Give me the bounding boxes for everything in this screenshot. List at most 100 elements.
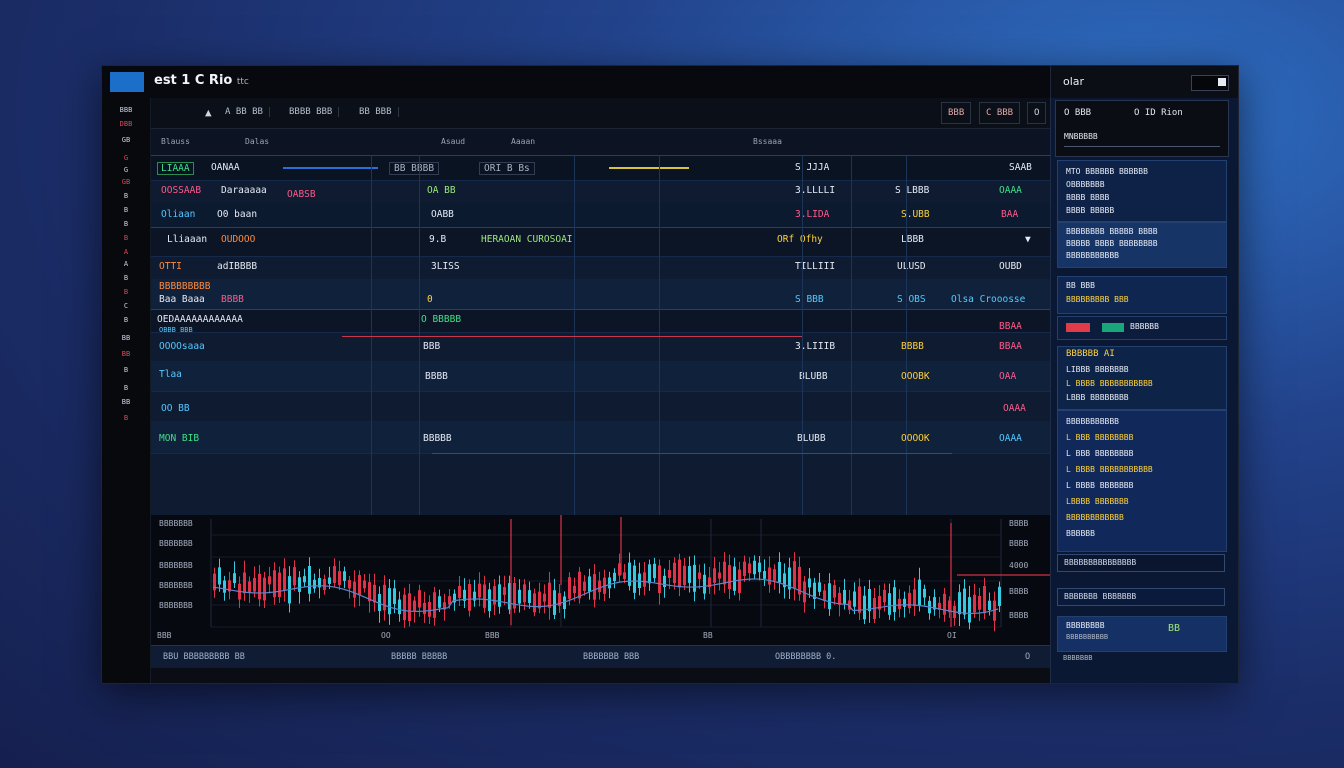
- table-row[interactable]: OEDAAAAAAAAAAAA O BBBBB OBBB BBB BBAA: [151, 309, 1050, 334]
- sidebar-item[interactable]: B: [123, 192, 129, 200]
- table-row[interactable]: Tlaa BBBB BLUBB OOOBK OAA: [151, 361, 1050, 392]
- info-block: BBBBBBBB BBBBBBBBBB BB: [1057, 616, 1227, 652]
- right-panel-subheader: MNBBBBB: [1055, 126, 1229, 157]
- candle: [878, 596, 881, 610]
- table-row[interactable]: LIAAA OANAA BB BBBB ORI B Bs S JJJA SAAB: [151, 155, 1050, 181]
- sidebar-item[interactable]: B: [123, 206, 129, 214]
- x-tick-label: OO: [381, 631, 391, 640]
- chart-left-label: BBBBBBB: [159, 539, 193, 548]
- toolbar-item[interactable]: BB BBB: [359, 107, 399, 117]
- candle: [423, 602, 426, 615]
- table-row[interactable]: OTTI adIBBBB 3LISS TILLIII ULUSD OUBD: [151, 255, 1050, 280]
- candle: [448, 596, 451, 605]
- table-row[interactable]: MON BIB BBBBB BLUBB OOOOK OAAA: [151, 421, 1050, 454]
- right-panel-tab[interactable]: O BBB: [1064, 108, 1092, 118]
- column-label[interactable]: Bssaaa: [753, 137, 782, 146]
- info-block: BBBBBBBB BBBBB BBBB BBBBB BBBB BBBBBBBB …: [1057, 222, 1227, 268]
- y-tick-label: 4000: [1009, 561, 1029, 570]
- panel-input[interactable]: BBBBBBB BBBBBBB: [1057, 588, 1225, 606]
- sidebar-item[interactable]: A: [123, 248, 129, 256]
- candlestick-chart[interactable]: [151, 515, 1050, 645]
- sidebar-item[interactable]: B: [123, 288, 129, 296]
- sidebar-item[interactable]: G: [123, 154, 129, 162]
- price-chart[interactable]: BBBBBBB BBBBBBB BBBBBBB BBBBBBB BBBBBBB …: [151, 515, 1050, 645]
- candle: [853, 591, 856, 607]
- candle: [848, 600, 851, 610]
- candle: [813, 582, 816, 599]
- toolbar-item[interactable]: BBBB BBB: [289, 107, 340, 117]
- candle: [318, 577, 321, 588]
- sidebar-item[interactable]: BB: [121, 334, 131, 342]
- info-block: BB BBB BBBBBBBBB BBB: [1057, 276, 1227, 314]
- table-row[interactable]: Lliaaan OUDOOO 9.B HERAOAN CUROSOAI ORf …: [151, 227, 1050, 257]
- table-row[interactable]: OO BB OAAA: [151, 391, 1050, 422]
- candle: [753, 560, 756, 575]
- candle: [933, 597, 936, 610]
- candle: [358, 575, 361, 596]
- right-title-bar: olar: [1050, 66, 1238, 98]
- candle: [548, 582, 551, 608]
- sidebar-item[interactable]: B: [123, 366, 129, 374]
- toolbar-button[interactable]: O: [1027, 102, 1047, 124]
- column-label[interactable]: Dalas: [245, 137, 270, 146]
- candle: [998, 586, 1001, 606]
- sidebar-item[interactable]: GB: [121, 178, 131, 186]
- table-row[interactable]: Oliaan O0 baan OABB 3.LIDA S.UBB BAA: [151, 203, 1050, 228]
- candle: [513, 582, 516, 609]
- sidebar-item[interactable]: B: [123, 234, 129, 242]
- candle: [393, 588, 396, 604]
- sidebar-item[interactable]: BB: [121, 350, 131, 358]
- toolbar-button[interactable]: BBB: [941, 102, 972, 124]
- right-panel-tab[interactable]: O ID Rion: [1134, 108, 1183, 118]
- sidebar-item[interactable]: DBB: [119, 120, 133, 128]
- table-row[interactable]: BBBBBBBBB Baa Baaa BBBB 0 S BBB S OBS Ol…: [151, 279, 1050, 310]
- column-header: Blauss Dalas Asaud Aaaan Bssaaa: [151, 129, 1050, 155]
- sidebar-item[interactable]: B: [123, 220, 129, 228]
- candle: [808, 578, 811, 588]
- candle: [528, 590, 531, 603]
- sidebar-item[interactable]: A: [123, 260, 129, 268]
- candle: [688, 566, 691, 583]
- candle: [838, 592, 841, 605]
- toolbar-button[interactable]: C BBB: [979, 102, 1021, 124]
- warning-icon[interactable]: ▲: [205, 106, 212, 119]
- candle: [703, 574, 706, 594]
- trading-window: est 1 C Rio ttc olar BBB DBB GB G G GB B B B B A A B…: [101, 65, 1239, 684]
- candle: [643, 572, 646, 587]
- candle: [588, 576, 591, 592]
- candle: [578, 571, 581, 599]
- sidebar-item[interactable]: B: [123, 316, 129, 324]
- column-label[interactable]: Aaaan: [511, 137, 536, 146]
- sidebar-item[interactable]: BBB: [119, 106, 133, 114]
- sidebar-item[interactable]: B: [123, 384, 129, 392]
- candle: [463, 589, 466, 601]
- candle: [433, 592, 436, 618]
- column-label[interactable]: Blauss: [161, 137, 190, 146]
- sidebar-item[interactable]: B: [123, 274, 129, 282]
- candle: [368, 582, 371, 602]
- status-item[interactable]: O: [1025, 652, 1031, 662]
- toggle-switch[interactable]: [1191, 75, 1229, 91]
- panel-input[interactable]: BBBBBBBBBBBBBBB: [1057, 554, 1225, 572]
- candle: [543, 593, 546, 602]
- sidebar-item[interactable]: C: [123, 302, 129, 310]
- candle: [438, 596, 441, 608]
- column-label[interactable]: Asaud: [441, 137, 466, 146]
- candle: [968, 597, 971, 623]
- candle: [763, 571, 766, 579]
- sidebar-item[interactable]: G: [123, 166, 129, 174]
- candle: [568, 577, 571, 599]
- candle: [908, 592, 911, 609]
- toolbar: ▲ A BB BB BBBB BBB BB BBB BBB C BBB O: [151, 98, 1050, 129]
- sidebar-item[interactable]: BB: [121, 398, 131, 406]
- candle: [783, 573, 786, 588]
- candle: [538, 591, 541, 609]
- candle: [723, 561, 726, 585]
- candle: [903, 598, 906, 607]
- candle: [673, 562, 676, 584]
- toolbar-item[interactable]: A BB BB: [225, 107, 270, 117]
- sidebar-item[interactable]: GB: [121, 136, 131, 144]
- candle: [743, 561, 746, 576]
- table-row[interactable]: OOSSAAB Daraaaaa OABSB OA BB 3.LLLLI S L…: [151, 179, 1050, 204]
- sidebar-item[interactable]: B: [123, 414, 129, 422]
